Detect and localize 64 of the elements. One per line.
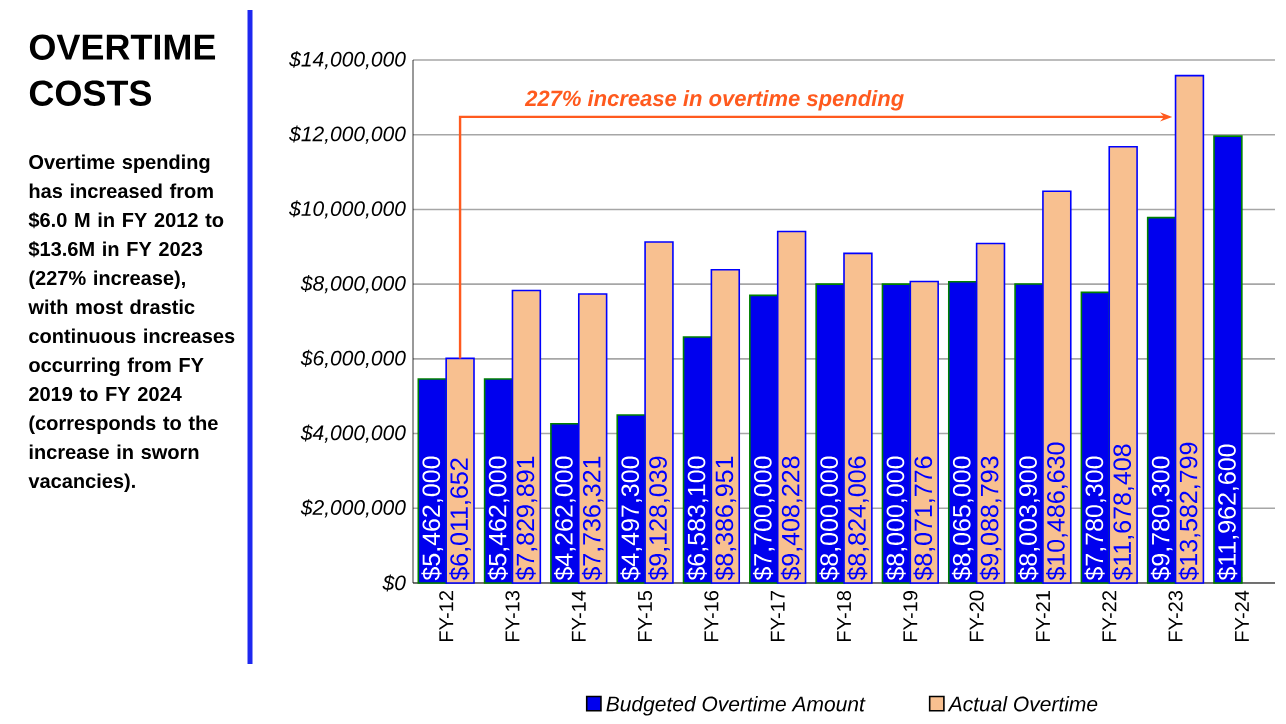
data-label: $9,780,300: [1150, 456, 1173, 581]
x-tick-label: FY-18: [836, 590, 852, 642]
bar: [644, 241, 674, 584]
x-tick-label: FY-22: [1102, 591, 1117, 642]
legend-label: Budgeted Overtime Amount: [606, 696, 866, 716]
data-label: $7,736,321: [581, 456, 604, 581]
text: Overtime spending has increased from $6.0 M in FY 2012 to $13.6M in FY 2023 (227% increase), with most drastic continuous increases occurring from FY 2019 to FY 2024 (corresponds to the increase in sworn vacancies).: [28, 154, 235, 493]
data-label: $10,486,630: [1046, 442, 1068, 581]
y-tick-label: $6,000,000: [300, 349, 406, 368]
bar: [577, 293, 608, 584]
text: OVERTIME COSTS: [29, 34, 216, 106]
data-label: $8,824,006: [847, 456, 869, 581]
y-tick-label: $8,000,000: [300, 275, 406, 294]
bar: [445, 357, 475, 584]
x-tick-label: FY-24: [1234, 590, 1249, 642]
bar: [1108, 145, 1138, 584]
bar: [1174, 74, 1205, 584]
data-label: $5,462,000: [487, 456, 510, 581]
y-tick-label: $2,000,000: [300, 499, 406, 518]
data-label: $8,000,000: [885, 456, 908, 581]
data-label: $8,065,000: [951, 456, 974, 581]
data-label: $7,700,000: [752, 456, 775, 581]
x-tick-label: FY-21: [1035, 591, 1050, 642]
bar: [909, 280, 939, 584]
data-label: $6,583,100: [686, 456, 709, 581]
data-label: $13,582,799: [1178, 442, 1201, 581]
x-tick-label: FY-20: [969, 590, 984, 642]
bar: [511, 289, 542, 584]
data-label: $6,011,652: [449, 458, 471, 581]
x-tick-label: FY-19: [903, 590, 918, 642]
data-label: $11,962,600: [1217, 444, 1239, 581]
x-tick-label: FY-16: [704, 590, 719, 642]
data-label: $9,408,228: [780, 456, 803, 581]
data-label: $11,678,408: [1112, 444, 1135, 581]
data-label: $4,262,000: [553, 456, 576, 581]
x-tick-label: FY-12: [439, 591, 454, 642]
data-label: $8,000,000: [819, 456, 841, 581]
x-tick-label: FY-17: [770, 591, 785, 642]
data-label: $9,088,793: [979, 456, 1002, 581]
data-label: $8,071,776: [913, 456, 936, 581]
bar: [710, 268, 741, 584]
data-label: $8,386,951: [714, 456, 737, 581]
y-tick-label: $4,000,000: [300, 424, 406, 443]
bar: [1213, 135, 1243, 584]
y-tick-label: $0: [382, 574, 406, 592]
y-tick-label: $14,000,000: [289, 50, 406, 70]
x-tick-label: FY-14: [571, 590, 586, 642]
x-tick-label: FY-15: [638, 590, 653, 642]
bar: [1042, 190, 1072, 584]
bar: [975, 242, 1006, 584]
y-tick-label: $12,000,000: [289, 125, 406, 144]
bar: [776, 230, 807, 584]
data-label: $7,829,891: [515, 456, 538, 581]
y-tick-label: $10,000,000: [289, 200, 406, 219]
bar: [843, 252, 873, 584]
x-tick-label: FY-13: [505, 590, 520, 642]
data-label: $7,780,300: [1084, 456, 1107, 581]
data-label: $4,497,300: [620, 456, 643, 581]
data-label: $9,128,039: [648, 456, 670, 581]
legend-label: Actual Overtime: [947, 696, 1098, 712]
data-label: $8,003,900: [1018, 456, 1040, 581]
annotation: 227% increase in overtime spending: [524, 90, 904, 111]
data-label: $5,462,000: [421, 456, 444, 581]
x-tick-label: FY-23: [1168, 590, 1183, 642]
